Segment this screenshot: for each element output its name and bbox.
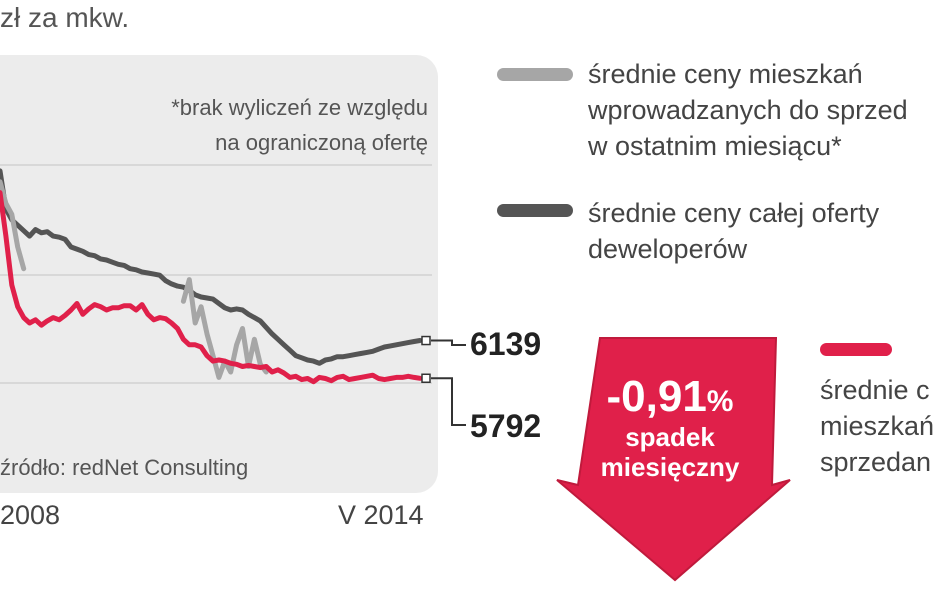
legend-new-line-2: wprowadzanych do sprzed bbox=[588, 95, 908, 125]
series-line-2-seg-0 bbox=[0, 190, 423, 385]
legend-text-new: średnie ceny mieszkań wprowadzanych do s… bbox=[588, 56, 908, 164]
legend-swatch-new bbox=[497, 68, 573, 81]
x-axis-start-label: 2008 bbox=[0, 500, 61, 530]
legend-text-sold: średnie c mieszkań sprzedan bbox=[820, 372, 934, 480]
badge-percent: -0,91% bbox=[606, 372, 734, 421]
badge-line-2: miesięczny bbox=[600, 452, 740, 482]
end-marker-offer bbox=[421, 335, 431, 346]
end-value-offer: 6139 bbox=[470, 326, 542, 362]
value-leaders bbox=[421, 335, 466, 426]
series-line-0-seg-0 bbox=[0, 168, 423, 366]
x-axis-end-label: V 2014 bbox=[338, 500, 424, 530]
legend-swatch-offer bbox=[497, 204, 573, 217]
note-line-1: *brak wyliczeń ze względu bbox=[171, 95, 428, 120]
legend-sold-line-3: sprzedan bbox=[820, 447, 932, 477]
legend-swatches bbox=[497, 68, 892, 356]
badge-line-1: spadek bbox=[625, 422, 715, 452]
note-line-2: na ograniczoną ofertę bbox=[215, 130, 428, 155]
legend-sold-line-1: średnie c bbox=[820, 375, 930, 405]
legend-offer-line-1: średnie ceny całej oferty bbox=[588, 198, 880, 228]
legend-sold-line-2: mieszkań bbox=[820, 411, 935, 441]
legend-text-offer: średnie ceny całej oferty deweloperów bbox=[588, 195, 879, 267]
legend-swatch-sold bbox=[820, 343, 892, 356]
chart-panel bbox=[0, 55, 438, 493]
legend-new-line-3: w ostatnim miesiącu* bbox=[588, 131, 842, 161]
series-line-1-seg-0 bbox=[0, 179, 27, 272]
leader-offer bbox=[431, 339, 466, 346]
badge-arrow bbox=[556, 337, 791, 582]
chart-gridlines bbox=[0, 164, 432, 384]
legend-offer-line-2: deweloperów bbox=[588, 234, 748, 264]
end-value-sold: 5792 bbox=[470, 408, 542, 444]
legend-new-line-1: średnie ceny mieszkań bbox=[588, 59, 863, 89]
chart-series bbox=[0, 168, 423, 385]
unit-label: zł za mkw. bbox=[0, 2, 130, 33]
source-note: źródło: redNet Consulting bbox=[0, 455, 249, 480]
leader-sold bbox=[431, 377, 466, 426]
end-marker-sold bbox=[421, 373, 431, 384]
monthly-drop-badge bbox=[556, 337, 791, 582]
